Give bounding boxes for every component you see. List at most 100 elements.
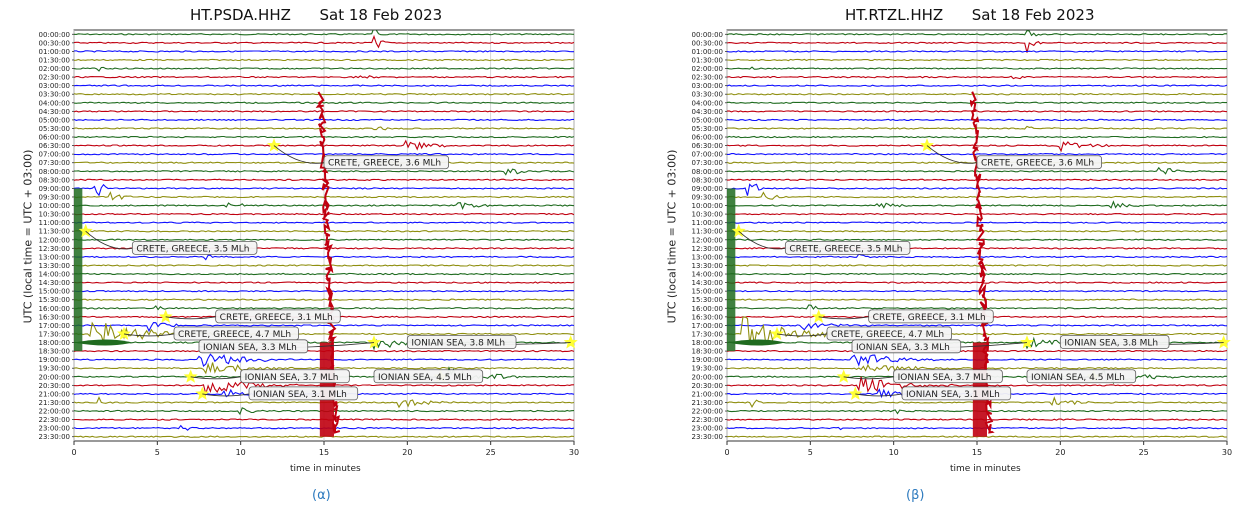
- y-tick-label: 19:30:00: [692, 365, 723, 373]
- early-event-fill: [74, 188, 83, 352]
- annotation-leader: [843, 376, 894, 380]
- x-tick-label: 15: [319, 448, 329, 457]
- chart-title: HT.RTZL.HHZ Sat 18 Feb 2023: [845, 6, 1095, 24]
- y-tick-label: 22:30:00: [692, 416, 723, 424]
- event-star: [78, 223, 93, 238]
- x-tick-label: 20: [1055, 448, 1065, 457]
- annotation-box: [1059, 335, 1170, 349]
- y-tick-label: 03:00:00: [692, 82, 723, 90]
- annotation-box: [406, 335, 517, 349]
- seismic-trace: [727, 298, 1227, 301]
- y-tick-label: 15:30:00: [692, 296, 723, 304]
- y-tick-label: 06:30:00: [39, 142, 70, 150]
- seismic-trace: [74, 264, 574, 267]
- seismic-trace: [74, 322, 574, 333]
- x-axis-label: time in minutes: [290, 464, 361, 474]
- y-tick-label: 13:30:00: [692, 262, 723, 270]
- y-tick-label: 10:00:00: [692, 202, 723, 210]
- seismic-trace: [74, 50, 574, 53]
- annotation-box: [323, 155, 449, 170]
- y-tick-label: 20:00:00: [39, 373, 70, 381]
- x-tick-label: 30: [569, 448, 579, 457]
- y-tick-label: 20:30:00: [39, 382, 70, 390]
- y-tick-label: 00:30:00: [692, 39, 723, 47]
- annotation-leader: [855, 393, 903, 397]
- seismic-trace: [727, 152, 1227, 156]
- y-tick-label: 02:30:00: [39, 74, 70, 82]
- annotation-leader: [926, 145, 978, 164]
- annotation-leader: [818, 316, 869, 320]
- y-tick-label: 04:30:00: [692, 108, 723, 116]
- seismic-trace: [74, 58, 574, 62]
- y-tick-label: 05:00:00: [692, 116, 723, 124]
- y-tick-label: 11:00:00: [692, 219, 723, 227]
- seismic-trace: [727, 50, 1227, 53]
- x-tick-label: 0: [71, 448, 76, 457]
- chart-title: HT.PSDA.HHZ Sat 18 Feb 2023: [190, 6, 443, 24]
- y-tick-label: 12:30:00: [692, 245, 723, 253]
- seismic-trace: [727, 101, 1227, 104]
- y-tick-label: 19:00:00: [39, 356, 70, 364]
- y-tick-label: 05:00:00: [39, 116, 70, 124]
- seismic-trace: [74, 254, 574, 261]
- seismic-trace: [727, 141, 1227, 153]
- y-tick-label: 06:00:00: [39, 134, 70, 142]
- seismic-trace: [727, 264, 1227, 267]
- y-tick-label: 05:30:00: [39, 125, 70, 133]
- seismic-trace: [727, 166, 1227, 175]
- seismic-trace: [74, 229, 574, 233]
- y-tick-label: 01:00:00: [692, 48, 723, 56]
- y-tick-label: 03:30:00: [692, 91, 723, 99]
- annotation-box: [1026, 369, 1137, 384]
- seismic-trace: [74, 191, 574, 201]
- seismic-trace: [727, 316, 1227, 345]
- seismic-trace: [74, 75, 574, 79]
- annotation-label: IONIAN SEA, 3.7 MLh: [898, 373, 992, 383]
- event-star: [183, 369, 198, 383]
- y-tick-label: 12:00:00: [39, 236, 70, 244]
- annotation-label: CRETE, GREECE, 3.1 MLh: [873, 313, 986, 323]
- seismic-trace: [74, 84, 574, 87]
- y-tick-label: 21:00:00: [692, 390, 723, 398]
- seismic-trace: [74, 139, 574, 151]
- event-star: [770, 326, 784, 340]
- y-tick-label: 16:30:00: [692, 313, 723, 321]
- seismic-trace: [74, 281, 574, 284]
- y-tick-label: 02:00:00: [692, 65, 723, 73]
- annotation-label: CRETE, GREECE, 3.6 MLh: [981, 159, 1094, 169]
- annotation-label: IONIAN SEA, 3.8 MLh: [1064, 339, 1158, 349]
- seismic-trace: [727, 110, 1227, 113]
- y-tick-label: 02:00:00: [39, 65, 70, 73]
- y-tick-label: 18:00:00: [39, 339, 70, 347]
- annotation-box: [976, 155, 1102, 170]
- annotation-leader: [738, 230, 786, 250]
- x-tick-label: 10: [236, 448, 246, 457]
- annotation-label: CRETE, GREECE, 3.5 MLh: [789, 244, 902, 254]
- y-tick-label: 07:00:00: [39, 151, 70, 159]
- seismic-trace: [74, 93, 574, 96]
- y-tick-label: 07:30:00: [39, 159, 70, 167]
- seismic-trace: [727, 289, 1227, 293]
- annotation-box: [131, 240, 258, 255]
- y-tick-label: 09:30:00: [39, 193, 70, 201]
- seismogram-plot: 0 5 10 15 20 25 30 00:00:0000:30:0001:00:0001:3…: [39, 29, 579, 457]
- seismic-trace: [727, 41, 1227, 53]
- y-tick-label: 14:00:00: [39, 271, 70, 279]
- annotation-label: CRETE, GREECE, 3.6 MLh: [328, 159, 441, 169]
- y-tick-label: 01:30:00: [692, 56, 723, 64]
- y-tick-label: 16:30:00: [39, 313, 70, 321]
- annotation-leader: [202, 393, 250, 397]
- y-tick-label: 22:00:00: [692, 408, 723, 416]
- y-tick-label: 17:30:00: [692, 330, 723, 338]
- annotation-box: [373, 369, 484, 384]
- seismic-trace: [727, 253, 1227, 259]
- annotation-box: [198, 339, 309, 354]
- y-tick-label: 13:00:00: [692, 253, 723, 261]
- y-tick-label: 17:30:00: [39, 330, 70, 338]
- seismogram-plot: 0 5 10 15 20 25 30 00:00:0000:30:0001:00:0001:3…: [692, 29, 1232, 457]
- seismic-trace: [727, 58, 1227, 62]
- y-tick-label: 22:30:00: [39, 416, 70, 424]
- seismic-trace: [74, 298, 574, 301]
- early-event-burst: [727, 339, 786, 346]
- event-star: [563, 335, 578, 349]
